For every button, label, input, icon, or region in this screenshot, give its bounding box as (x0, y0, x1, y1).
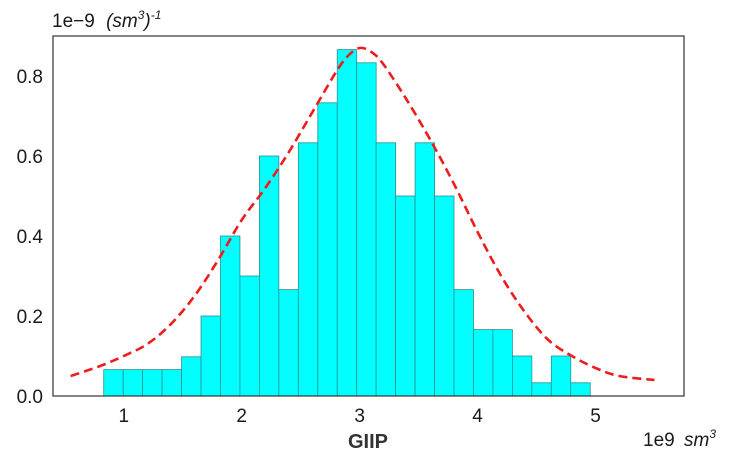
y-unit-close: ) (142, 11, 150, 32)
histogram-bar (434, 195, 455, 397)
x-tick-label: 5 (590, 406, 601, 427)
histogram-bar (336, 49, 358, 397)
histogram-bar (375, 142, 397, 397)
y-tick-label: 0.2 (17, 307, 43, 328)
histogram-bar (103, 369, 124, 397)
histogram-bar (414, 142, 435, 397)
x-tick-label: 4 (472, 406, 483, 427)
histogram-bar (200, 315, 221, 397)
x-offset-label: 1e9 sm3 (643, 427, 716, 451)
y-tick-label: 0.6 (17, 147, 43, 168)
histogram-bar (395, 195, 416, 397)
histogram-bar (453, 289, 474, 397)
y-unit-exp2: -1 (151, 8, 162, 22)
x-axis-ticks: 1 2 3 4 5 (118, 406, 600, 427)
y-offset-label: 1e−9 (sm3)-1 (52, 8, 161, 32)
density-curve (70, 46, 655, 382)
histogram-bar (278, 289, 299, 397)
histogram-bars (103, 49, 591, 397)
y-tick-label: 0.4 (17, 227, 44, 248)
x-tick-label: 3 (354, 406, 365, 427)
histogram-bar (258, 155, 280, 397)
x-offset-text: 1e9 (643, 430, 675, 451)
x-tick-label: 2 (236, 406, 247, 427)
histogram-bar (181, 356, 202, 397)
histogram-bar (239, 275, 260, 397)
y-tick-label: 0.8 (17, 67, 43, 88)
x-axis-title: GIIP (348, 431, 388, 453)
y-axis-ticks: 0.0 0.2 0.4 0.6 0.8 (17, 67, 44, 408)
histogram-bar (122, 369, 144, 397)
y-tick-label: 0.0 (17, 387, 43, 408)
histogram-bar (492, 329, 513, 397)
x-unit-exp: 3 (709, 427, 716, 441)
histogram-bar (473, 329, 494, 397)
y-unit-exp: 3 (138, 8, 145, 22)
histogram-bar (297, 142, 319, 397)
y-offset-text: 1e−9 (52, 11, 95, 32)
histogram-bar (161, 369, 182, 397)
histogram-bar (531, 382, 552, 397)
histogram-bar (356, 62, 377, 397)
histogram-bar (142, 369, 163, 397)
y-unit-text: (sm (106, 11, 138, 32)
histogram-bar (220, 235, 241, 397)
histogram-bar (550, 355, 572, 397)
histogram-bar (317, 102, 338, 397)
histogram-bar (511, 355, 533, 397)
histogram-bar (570, 382, 591, 397)
plot-frame (52, 35, 685, 397)
x-tick-label: 1 (118, 406, 129, 427)
x-unit-text: sm (684, 430, 709, 451)
